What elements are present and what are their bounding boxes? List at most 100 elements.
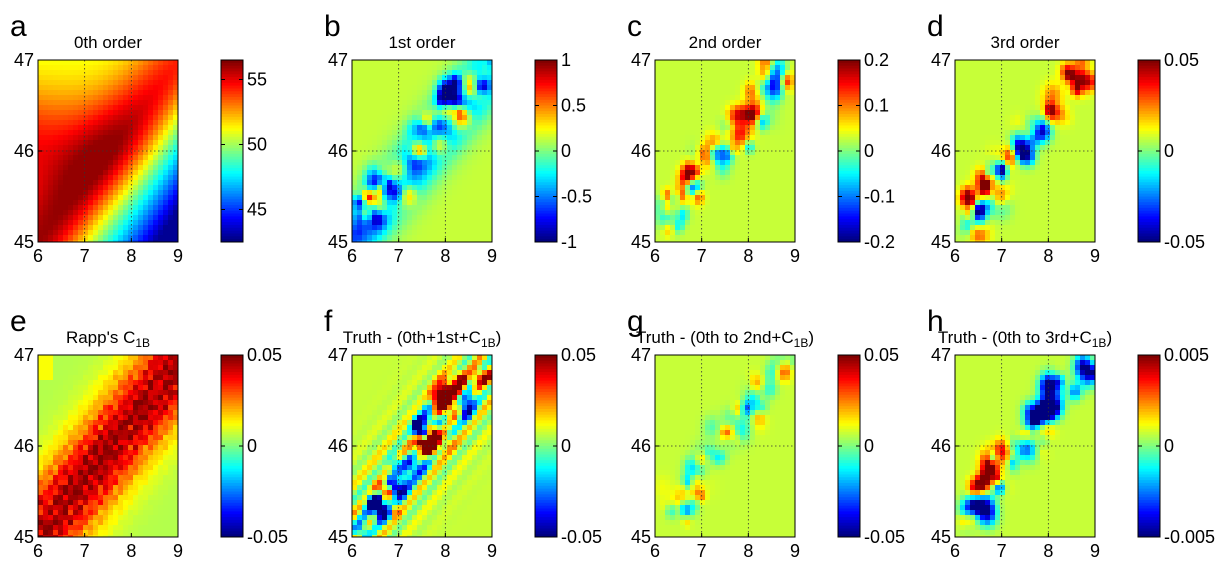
y-tick-label: 46 [14,436,34,456]
panel-title: 2nd order [689,33,762,52]
x-tick-label: 6 [950,246,960,266]
heatmap-field [955,60,1095,242]
x-tick-label: 7 [80,246,90,266]
colorbar: 0.05 0 -0.05 [220,345,288,547]
colorbar-tick-label: 0.05 [1164,50,1199,70]
x-tick-label: 6 [33,541,43,561]
colorbar-tick-label: 0.5 [561,96,586,116]
y-tick-label: 46 [14,141,34,161]
colorbar-tick-label: 0.005 [1164,345,1209,365]
panel-title: Truth - (0th to 2nd+C1B) [636,328,814,350]
x-tick-label: 8 [1043,541,1053,561]
y-tick-label: 46 [931,436,951,456]
heatmap-field [352,355,492,537]
colorbar: 0.05 0 -0.05 [1137,50,1205,252]
colorbar-tick-label: 0 [247,436,257,456]
colorbar-tick-label: -0.05 [247,527,288,547]
y-tick-label: 45 [328,232,348,252]
colorbar-tick-label: 0 [864,436,874,456]
colorbar-tick-label: -0.1 [864,187,895,207]
y-tick-label: 47 [14,345,34,365]
x-tick-label: 7 [394,246,404,266]
x-tick-label: 9 [173,246,183,266]
heatmap-field [352,60,492,242]
y-tick-label: 47 [631,50,651,70]
panel-title: 3rd order [991,33,1060,52]
heatmap-field [955,355,1095,537]
y-tick-label: 47 [328,345,348,365]
colorbar: 45 50 55 [220,59,267,243]
panel-letter: c [627,10,642,43]
x-tick-label: 6 [347,246,357,266]
panel-title: 0th order [74,33,142,52]
y-tick-label: 45 [328,527,348,547]
panel-title: Truth - (0th to 3rd+C1B) [938,328,1112,350]
heatmap-field [655,355,795,537]
colorbar: 0.2 0.1 0 -0.1 -0.2 [837,50,895,252]
panel-letter: h [927,305,944,338]
panel-title: 1st order [388,33,455,52]
y-tick-label: 47 [931,50,951,70]
x-tick-label: 8 [440,541,450,561]
x-tick-label: 9 [1090,246,1100,266]
y-tick-label: 45 [631,527,651,547]
colorbar: 0.05 0 -0.05 [534,345,602,547]
colorbar-tick-label: -0.05 [864,527,905,547]
y-tick-label: 46 [328,141,348,161]
colorbar-tick-label: -0.005 [1164,527,1215,547]
x-tick-label: 8 [126,246,136,266]
y-tick-label: 47 [14,50,34,70]
colorbar-tick-label: -0.5 [561,187,592,207]
colorbar-tick-label: 55 [247,70,267,90]
x-tick-label: 6 [33,246,43,266]
heatmap-field [38,60,178,242]
panel-letter: d [927,10,944,43]
colorbar-tick-label: 45 [247,200,267,220]
colorbar-tick-label: 0.05 [561,345,596,365]
y-tick-label: 45 [14,232,34,252]
panel-letter: f [324,305,333,338]
x-tick-label: 9 [173,541,183,561]
x-tick-label: 8 [1043,246,1053,266]
panel-letter: b [324,10,341,43]
colorbar-tick-label: 1 [561,50,571,70]
x-tick-label: 9 [487,541,497,561]
colorbar-tick-label: 0.05 [864,345,899,365]
y-tick-label: 46 [631,436,651,456]
x-tick-label: 6 [347,541,357,561]
colorbar: 1 0.5 0 -0.5 -1 [534,50,592,252]
x-tick-label: 9 [1090,541,1100,561]
y-tick-label: 45 [931,527,951,547]
y-tick-label: 47 [931,345,951,365]
x-tick-label: 7 [394,541,404,561]
colorbar-tick-label: 0.2 [864,50,889,70]
colorbar-tick-label: 0 [561,436,571,456]
colorbar: 0.005 0 -0.005 [1137,345,1215,547]
x-tick-label: 7 [997,541,1007,561]
panel-e: e Rapp's C1B 6 7 8 9 45 46 47 0.05 0 -0.05 [10,305,288,561]
colorbar-tick-label: 50 [247,135,267,155]
heatmap-field [655,60,795,242]
colorbar: 0.05 0 -0.05 [837,345,905,547]
x-tick-label: 8 [743,246,753,266]
x-tick-label: 6 [950,541,960,561]
y-tick-label: 46 [931,141,951,161]
y-tick-label: 45 [14,527,34,547]
colorbar-tick-label: -0.2 [864,232,895,252]
colorbar-tick-label: 0 [1164,436,1174,456]
colorbar-tick-label: 0.05 [247,345,282,365]
panel-c: c 2nd order 6 7 8 9 45 46 47 0.2 0.1 0 -0.1 -0.2 [627,10,895,266]
colorbar-tick-label: -0.05 [1164,232,1205,252]
y-tick-label: 45 [631,232,651,252]
x-tick-label: 8 [440,246,450,266]
panel-title: Rapp's C1B [66,328,150,350]
x-tick-label: 9 [487,246,497,266]
colorbar-tick-label: 0 [1164,141,1174,161]
heatmap-field [38,355,178,537]
x-tick-label: 8 [126,541,136,561]
y-tick-label: 47 [631,345,651,365]
panel-a: a 0th order 6 7 8 9 45 46 47 45 50 55 [10,10,267,266]
colorbar-tick-label: 0.1 [864,96,889,116]
